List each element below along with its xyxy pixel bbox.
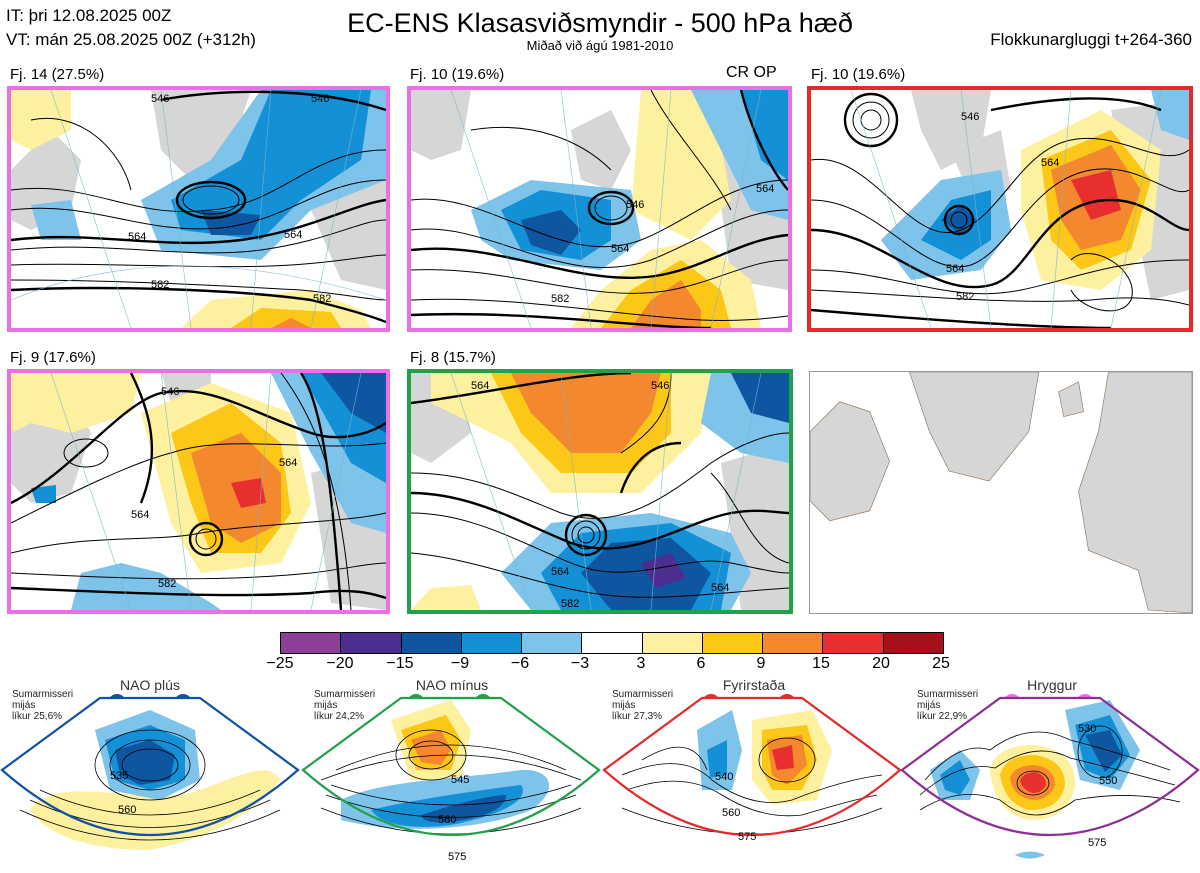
svg-text:546: 546 — [151, 93, 169, 105]
svg-text:546: 546 — [961, 111, 979, 123]
svg-text:575: 575 — [1088, 837, 1106, 849]
svg-text:564: 564 — [131, 509, 149, 521]
colorbar-segment — [642, 633, 703, 653]
regime-note-nao-plus: Sumarmisseri mijás líkur 25,6% — [12, 689, 74, 722]
colorbar — [280, 632, 944, 654]
colorbar-tick: 6 — [696, 655, 706, 672]
regime-map-nao-plus[interactable]: 535 560 — [0, 690, 300, 868]
colorbar-segment — [461, 633, 523, 653]
colorbar-segment — [281, 633, 342, 653]
panel-2-control-label: CR OP — [726, 64, 777, 81]
colorbar-segment — [582, 633, 643, 653]
colorbar-tick: 20 — [872, 655, 890, 672]
classification-window: Flokkunargluggi t+264-360 — [990, 30, 1192, 49]
colorbar-tick: 15 — [812, 655, 830, 672]
svg-text:564: 564 — [946, 263, 964, 275]
svg-text:546: 546 — [161, 386, 179, 398]
svg-text:560: 560 — [722, 807, 740, 819]
page-subtitle: Miðað við ágú 1981-2010 — [526, 38, 674, 53]
svg-text:582: 582 — [956, 291, 974, 303]
svg-text:546: 546 — [626, 199, 644, 211]
svg-text:582: 582 — [151, 279, 169, 291]
colorbar-tick: −15 — [386, 655, 414, 672]
colorbar-segment — [702, 633, 764, 653]
svg-text:546: 546 — [311, 93, 329, 105]
regime-title-blocking: Fyrirstaða — [722, 677, 786, 693]
svg-text:564: 564 — [711, 582, 729, 594]
regime-map-nao-minus[interactable]: 545 560 575 — [301, 690, 601, 868]
svg-text:582: 582 — [551, 293, 569, 305]
panel-1-label: Fj. 14 (27.5%) — [10, 66, 105, 83]
svg-text:560: 560 — [118, 804, 136, 816]
regime-note-ridge: Sumarmisseri mijás líkur 22,9% — [917, 689, 979, 722]
issue-time: IT: þri 12.08.2025 00Z — [6, 6, 172, 25]
svg-text:564: 564 — [128, 231, 146, 243]
colorbar-segment — [763, 633, 824, 653]
svg-text:582: 582 — [313, 293, 331, 305]
cluster-map-5[interactable]: 564 546 564 582 564 — [407, 369, 793, 614]
blank-map — [809, 371, 1193, 614]
svg-text:540: 540 — [715, 771, 733, 783]
colorbar-segment — [341, 633, 402, 653]
regime-title-nao-plus: NAO plús — [120, 677, 180, 693]
colorbar-segment — [522, 633, 583, 653]
panel-2-label: Fj. 10 (19.6%) — [410, 66, 505, 83]
svg-text:564: 564 — [284, 229, 302, 241]
svg-text:575: 575 — [448, 851, 466, 863]
svg-text:582: 582 — [561, 598, 579, 610]
page-title: EC-ENS Klasasviðsmyndir - 500 hPa hæð — [347, 8, 853, 38]
regime-map-ridge[interactable]: 530 550 575 — [900, 690, 1200, 868]
svg-text:564: 564 — [611, 243, 629, 255]
colorbar-tick: 3 — [636, 655, 646, 672]
svg-text:535: 535 — [110, 770, 128, 782]
panel-4-label: Fj. 9 (17.6%) — [10, 349, 96, 366]
cluster-map-2[interactable]: 564 582 546 564 — [407, 86, 792, 332]
colorbar-tick: 9 — [756, 655, 766, 672]
colorbar-tick: −3 — [570, 655, 590, 672]
regime-note-blocking: Sumarmisseri mijás líkur 27,3% — [612, 689, 674, 722]
svg-text:550: 550 — [1099, 775, 1117, 787]
svg-text:564: 564 — [471, 380, 489, 392]
colorbar-segment — [883, 633, 943, 653]
panel-5-label: Fj. 8 (15.7%) — [410, 349, 496, 366]
svg-text:530: 530 — [1078, 723, 1096, 735]
regime-title-ridge: Hryggur — [1027, 677, 1077, 693]
svg-text:564: 564 — [756, 183, 774, 195]
colorbar-tick: −6 — [510, 655, 530, 672]
svg-text:564: 564 — [551, 566, 569, 578]
colorbar-tick: −25 — [266, 655, 294, 672]
svg-text:575: 575 — [738, 831, 756, 843]
cluster-map-1[interactable]: 546 546 564 564 582 582 — [7, 86, 390, 332]
cluster-map-4[interactable]: 546 564 564 582 — [7, 369, 390, 614]
regime-map-blocking[interactable]: 540 560 575 — [602, 690, 902, 868]
colorbar-tick: 25 — [932, 655, 950, 672]
colorbar-tick: −20 — [326, 655, 354, 672]
colorbar-segment — [823, 633, 884, 653]
svg-text:564: 564 — [279, 457, 297, 469]
svg-text:545: 545 — [451, 774, 469, 786]
svg-text:582: 582 — [158, 578, 176, 590]
colorbar-tick: −9 — [450, 655, 470, 672]
svg-text:564: 564 — [1041, 157, 1059, 169]
colorbar-segment — [401, 633, 462, 653]
regime-note-nao-minus: Sumarmisseri mijás líkur 24,2% — [314, 689, 376, 722]
valid-time: VT: mán 25.08.2025 00Z (+312h) — [6, 30, 256, 49]
svg-text:560: 560 — [438, 814, 456, 826]
issue-time-block: IT: þri 12.08.2025 00Z VT: mán 25.08.202… — [6, 4, 256, 52]
cluster-map-3[interactable]: 546 564 582 564 — [807, 86, 1193, 332]
regime-title-nao-minus: NAO mínus — [415, 677, 489, 693]
svg-text:546: 546 — [651, 380, 669, 392]
panel-3-label: Fj. 10 (19.6%) — [811, 66, 906, 83]
